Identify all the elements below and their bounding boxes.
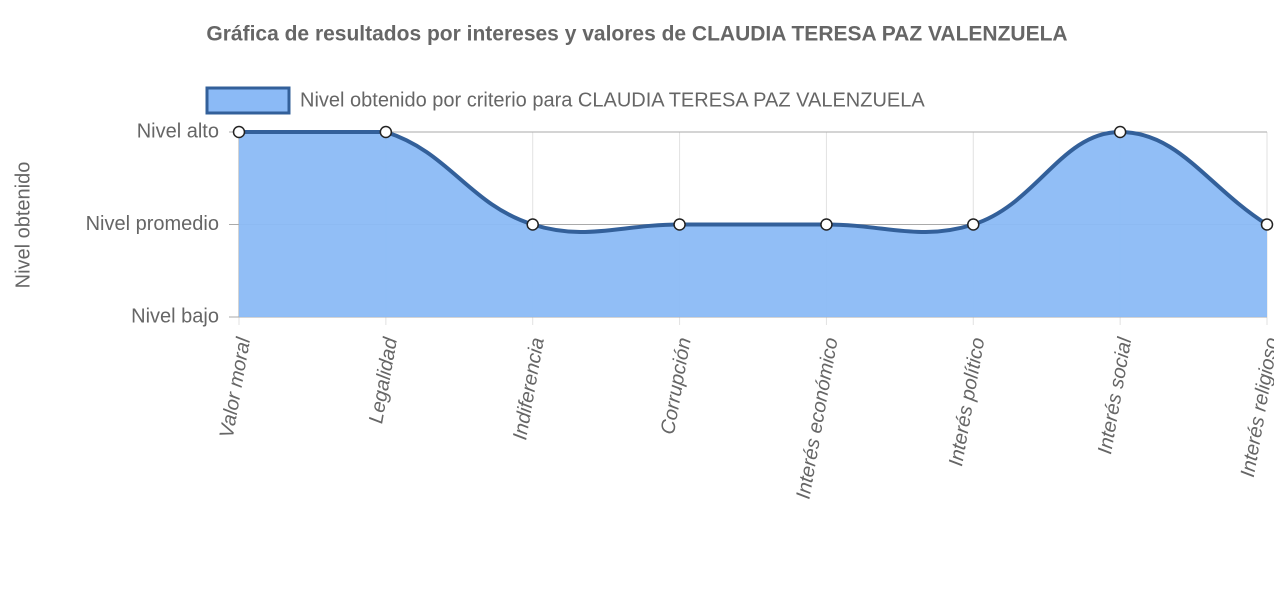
y-tick-label: Nivel bajo <box>131 305 219 327</box>
point <box>673 218 686 231</box>
point <box>379 125 393 139</box>
x-tick-label: Interés político <box>945 336 989 468</box>
legend-label: Nivel obtenido por criterio para CLAUDIA… <box>300 89 925 111</box>
point <box>1260 218 1274 231</box>
line <box>239 129 1269 235</box>
point <box>967 218 980 231</box>
x-tick-label: Legalidad <box>365 335 402 425</box>
x-tick-label: Interés social <box>1094 335 1136 455</box>
y-tick-label: Nivel alto <box>137 120 219 142</box>
point <box>526 218 539 231</box>
x-tick-label: Indiferencia <box>509 336 549 442</box>
chart-title: Gráfica de resultados por intereses y va… <box>206 23 1067 46</box>
x-tick-label: Interés religioso <box>1237 336 1274 479</box>
point <box>1113 125 1127 139</box>
legend-swatch <box>205 86 291 115</box>
x-tick-label: Interés económico <box>793 336 843 501</box>
point <box>232 125 246 139</box>
y-tick-label: Nivel promedio <box>86 213 219 235</box>
point <box>820 218 833 231</box>
x-tick-label: Corrupción <box>657 336 696 436</box>
x-tick-label: Valor moral <box>216 335 255 439</box>
y-axis-label: Nivel obtenido <box>12 162 34 289</box>
